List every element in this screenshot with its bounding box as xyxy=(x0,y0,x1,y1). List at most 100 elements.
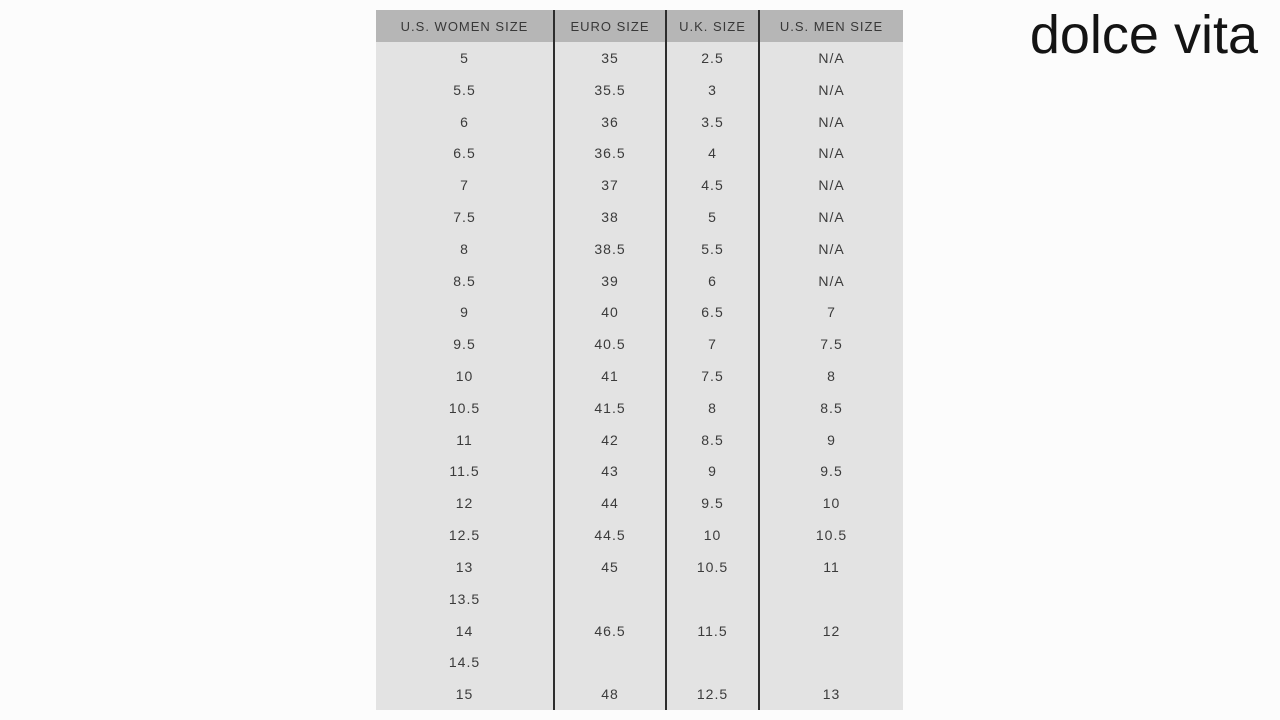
cell: 11.5 xyxy=(376,455,553,488)
brand-logo: dolce vita xyxy=(1029,5,1258,65)
cell: 39 xyxy=(553,264,665,297)
cell xyxy=(758,646,903,679)
cell: 40.5 xyxy=(553,328,665,361)
table-row: 13.5 xyxy=(376,582,903,615)
cell: 9 xyxy=(665,455,758,488)
cell: 2.5 xyxy=(665,42,758,74)
cell: 8 xyxy=(376,232,553,265)
cell: 10 xyxy=(665,519,758,551)
cell: 35.5 xyxy=(553,73,665,106)
cell: 12.5 xyxy=(376,519,553,551)
cell: N/A xyxy=(758,73,903,106)
cell: 7 xyxy=(376,169,553,202)
cell: 45 xyxy=(553,551,665,583)
cell xyxy=(758,582,903,615)
cell: 14 xyxy=(376,614,553,647)
cell: 10 xyxy=(758,487,903,520)
cell: 15 xyxy=(376,678,553,711)
table-row: 8 38.5 5.5 N/A xyxy=(376,232,903,265)
table-row: 6.5 36.5 4 N/A xyxy=(376,137,903,170)
cell: 5.5 xyxy=(376,73,553,106)
table-row: 9.5 40.5 7 7.5 xyxy=(376,328,903,361)
cell: 12.5 xyxy=(665,678,758,711)
table-row: 5.5 35.5 3 N/A xyxy=(376,73,903,106)
cell: 9 xyxy=(376,296,553,329)
cell: 5 xyxy=(665,201,758,233)
cell: 7 xyxy=(665,328,758,361)
table-row: 13 45 10.5 11 xyxy=(376,551,903,583)
cell: 41.5 xyxy=(553,391,665,424)
cell: N/A xyxy=(758,232,903,265)
cell: 44 xyxy=(553,487,665,520)
cell: 4 xyxy=(665,137,758,170)
table-header-row: U.S. WOMEN SIZE EURO SIZE U.K. SIZE U.S. ME… xyxy=(376,10,903,42)
cell xyxy=(553,646,665,679)
cell: 6.5 xyxy=(665,296,758,329)
cell: 36 xyxy=(553,105,665,138)
cell: 38.5 xyxy=(553,232,665,265)
cell: 10 xyxy=(376,360,553,392)
cell: 41 xyxy=(553,360,665,392)
cell: 43 xyxy=(553,455,665,488)
cell: N/A xyxy=(758,264,903,297)
table-row: 15 48 12.5 13 xyxy=(376,678,903,711)
column-header: EURO SIZE xyxy=(553,10,665,42)
cell: 7 xyxy=(758,296,903,329)
cell: 9.5 xyxy=(665,487,758,520)
cell: 9.5 xyxy=(376,328,553,361)
cell: N/A xyxy=(758,105,903,138)
cell: 6 xyxy=(665,264,758,297)
cell: 13.5 xyxy=(376,582,553,615)
table-row: 7.5 38 5 N/A xyxy=(376,201,903,233)
cell: 11.5 xyxy=(665,614,758,647)
table-row: 11.5 43 9 9.5 xyxy=(376,455,903,488)
cell: 8.5 xyxy=(758,391,903,424)
cell: 40 xyxy=(553,296,665,329)
cell: 3.5 xyxy=(665,105,758,138)
cell: 12 xyxy=(758,614,903,647)
cell: 5.5 xyxy=(665,232,758,265)
cell: 44.5 xyxy=(553,519,665,551)
cell: 10.5 xyxy=(665,551,758,583)
cell: 7.5 xyxy=(758,328,903,361)
size-conversion-table: U.S. WOMEN SIZE EURO SIZE U.K. SIZE U.S. ME… xyxy=(376,10,903,711)
cell: 11 xyxy=(758,551,903,583)
cell: N/A xyxy=(758,169,903,202)
cell: N/A xyxy=(758,42,903,74)
cell: 9.5 xyxy=(758,455,903,488)
table-row: 9 40 6.5 7 xyxy=(376,296,903,329)
cell: 38 xyxy=(553,201,665,233)
cell xyxy=(665,646,758,679)
cell: 6 xyxy=(376,105,553,138)
cell: 12 xyxy=(376,487,553,520)
cell: 11 xyxy=(376,423,553,456)
cell: 37 xyxy=(553,169,665,202)
cell: 14.5 xyxy=(376,646,553,679)
column-header: U.S. WOMEN SIZE xyxy=(376,10,553,42)
table-row: 5 35 2.5 N/A xyxy=(376,42,903,74)
cell: 9 xyxy=(758,423,903,456)
table-row: 10.5 41.5 8 8.5 xyxy=(376,391,903,424)
cell: 6.5 xyxy=(376,137,553,170)
table-row: 8.5 39 6 N/A xyxy=(376,264,903,297)
cell: 3 xyxy=(665,73,758,106)
cell: 10.5 xyxy=(758,519,903,551)
table-row: 14.5 xyxy=(376,646,903,679)
cell: N/A xyxy=(758,137,903,170)
cell: 5 xyxy=(376,42,553,74)
cell: 8.5 xyxy=(376,264,553,297)
cell: 13 xyxy=(758,678,903,711)
cell: 8 xyxy=(758,360,903,392)
column-header: U.S. MEN SIZE xyxy=(758,10,903,42)
cell: 36.5 xyxy=(553,137,665,170)
cell: 8.5 xyxy=(665,423,758,456)
cell: 8 xyxy=(665,391,758,424)
cell: 7.5 xyxy=(665,360,758,392)
cell xyxy=(665,582,758,615)
cell: 13 xyxy=(376,551,553,583)
table-row: 10 41 7.5 8 xyxy=(376,360,903,392)
table-row: 12 44 9.5 10 xyxy=(376,487,903,520)
cell: 10.5 xyxy=(376,391,553,424)
cell xyxy=(553,582,665,615)
